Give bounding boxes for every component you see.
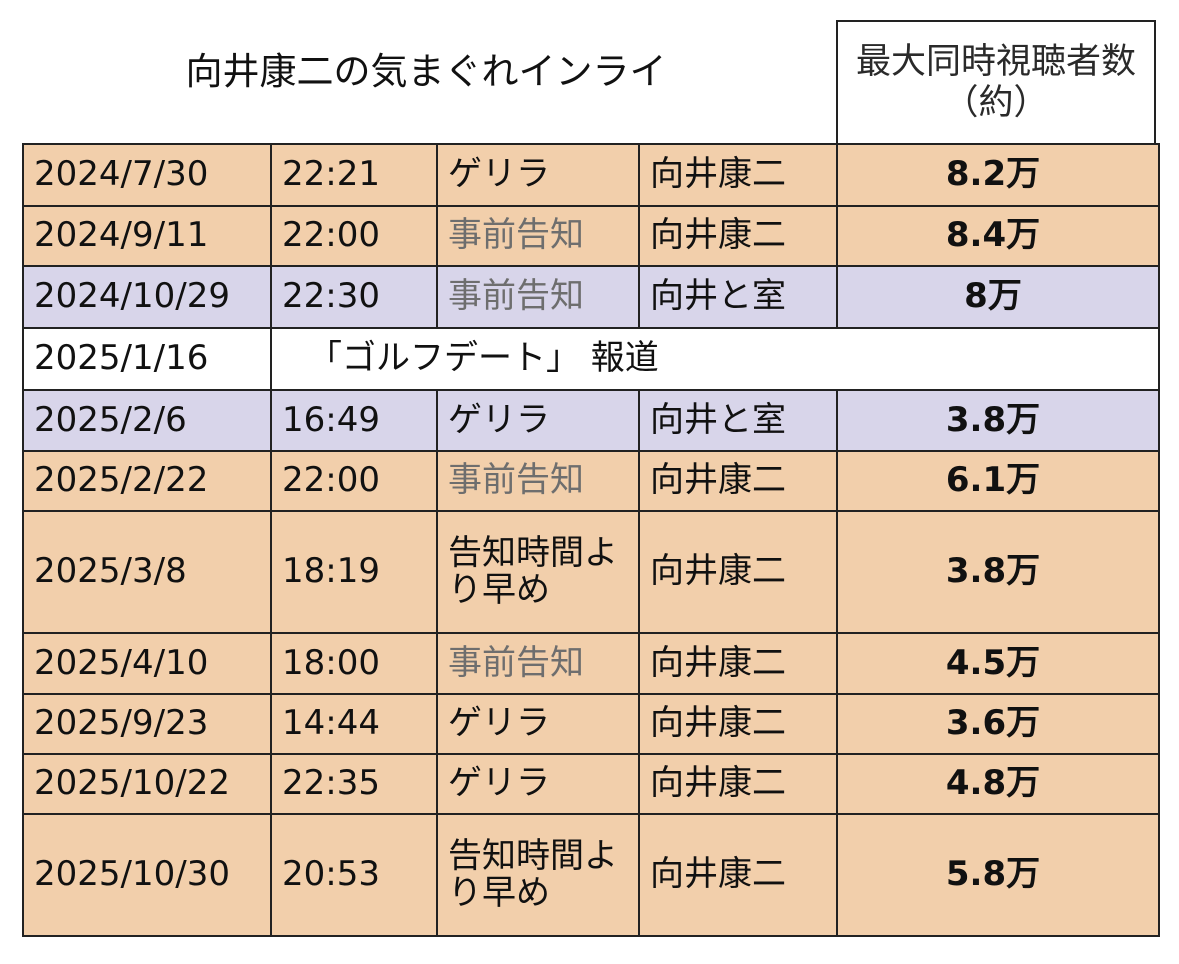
type-cell: 告知時間より早め (436, 813, 640, 937)
date-cell: 2025/4/10 (22, 632, 272, 695)
table-row: 2024/7/30 22:21 ゲリラ 向井康二 8.2万 (22, 143, 1160, 207)
table-row: 2025/10/22 22:35 ゲリラ 向井康二 4.8万 (22, 753, 1160, 815)
time-cell: 22:35 (270, 753, 438, 815)
viewers-cell: 8.2万 (836, 143, 1160, 207)
time-cell: 22:00 (270, 450, 438, 512)
table-row: 2025/9/23 14:44 ゲリラ 向井康二 3.6万 (22, 693, 1160, 755)
type-cell: 事前告知 (436, 205, 640, 267)
table-row: 2025/3/8 18:19 告知時間より早め 向井康二 3.8万 (22, 510, 1160, 634)
table-row: 2024/10/29 22:30 事前告知 向井と室 8万 (22, 265, 1160, 329)
viewers-column-header: 最大同時視聴者数 （約） (836, 20, 1156, 143)
streamer-cell: 向井康二 (638, 693, 838, 755)
type-cell: 事前告知 (436, 265, 640, 329)
type-cell: 事前告知 (436, 632, 640, 695)
note-cell: 「ゴルフデート」 報道 (270, 327, 1160, 391)
time-cell: 22:30 (270, 265, 438, 329)
viewers-header-note: （約） (943, 82, 1049, 123)
date-cell: 2024/7/30 (22, 143, 272, 207)
time-cell: 18:00 (270, 632, 438, 695)
type-cell: ゲリラ (436, 143, 640, 207)
broadcast-table: 2024/7/30 22:21 ゲリラ 向井康二 8.2万 2024/9/11 22:00 事… (22, 143, 1160, 937)
date-cell: 2025/9/23 (22, 693, 272, 755)
viewers-cell: 5.8万 (836, 813, 1160, 937)
streamer-cell: 向井康二 (638, 143, 838, 207)
streamer-cell: 向井康二 (638, 510, 838, 634)
date-cell: 2025/10/30 (22, 813, 272, 937)
viewers-cell: 3.6万 (836, 693, 1160, 755)
viewers-cell: 3.8万 (836, 510, 1160, 634)
viewers-cell: 3.8万 (836, 389, 1160, 452)
date-cell: 2025/1/16 (22, 327, 272, 391)
viewers-cell: 6.1万 (836, 450, 1160, 512)
table-row: 2025/10/30 20:53 告知時間より早め 向井康二 5.8万 (22, 813, 1160, 937)
date-cell: 2025/2/6 (22, 389, 272, 452)
viewers-cell: 4.5万 (836, 632, 1160, 695)
table-row: 2025/2/22 22:00 事前告知 向井康二 6.1万 (22, 450, 1160, 512)
table-row: 2025/4/10 18:00 事前告知 向井康二 4.5万 (22, 632, 1160, 695)
date-cell: 2025/3/8 (22, 510, 272, 634)
type-cell: ゲリラ (436, 389, 640, 452)
table-row: 2025/1/16 「ゴルフデート」 報道 (22, 327, 1160, 391)
streamer-cell: 向井康二 (638, 813, 838, 937)
table-row: 2025/2/6 16:49 ゲリラ 向井と室 3.8万 (22, 389, 1160, 452)
time-cell: 16:49 (270, 389, 438, 452)
streamer-cell: 向井康二 (638, 450, 838, 512)
streamer-cell: 向井康二 (638, 753, 838, 815)
viewers-cell: 8万 (836, 265, 1160, 329)
time-cell: 20:53 (270, 813, 438, 937)
date-cell: 2025/2/22 (22, 450, 272, 512)
time-cell: 22:00 (270, 205, 438, 267)
streamer-cell: 向井康二 (638, 205, 838, 267)
streamer-cell: 向井康二 (638, 632, 838, 695)
time-cell: 14:44 (270, 693, 438, 755)
type-cell: 告知時間より早め (436, 510, 640, 634)
type-cell: ゲリラ (436, 753, 640, 815)
date-cell: 2024/9/11 (22, 205, 272, 267)
viewers-cell: 8.4万 (836, 205, 1160, 267)
date-cell: 2024/10/29 (22, 265, 272, 329)
viewers-cell: 4.8万 (836, 753, 1160, 815)
table-row: 2024/9/11 22:00 事前告知 向井康二 8.4万 (22, 205, 1160, 267)
type-cell: ゲリラ (436, 693, 640, 755)
streamer-cell: 向井と室 (638, 389, 838, 452)
page-title: 向井康二の気まぐれインライ (185, 50, 667, 93)
time-cell: 18:19 (270, 510, 438, 634)
type-cell: 事前告知 (436, 450, 640, 512)
date-cell: 2025/10/22 (22, 753, 272, 815)
streamer-cell: 向井と室 (638, 265, 838, 329)
time-cell: 22:21 (270, 143, 438, 207)
viewers-header-label: 最大同時視聴者数 (855, 42, 1136, 83)
